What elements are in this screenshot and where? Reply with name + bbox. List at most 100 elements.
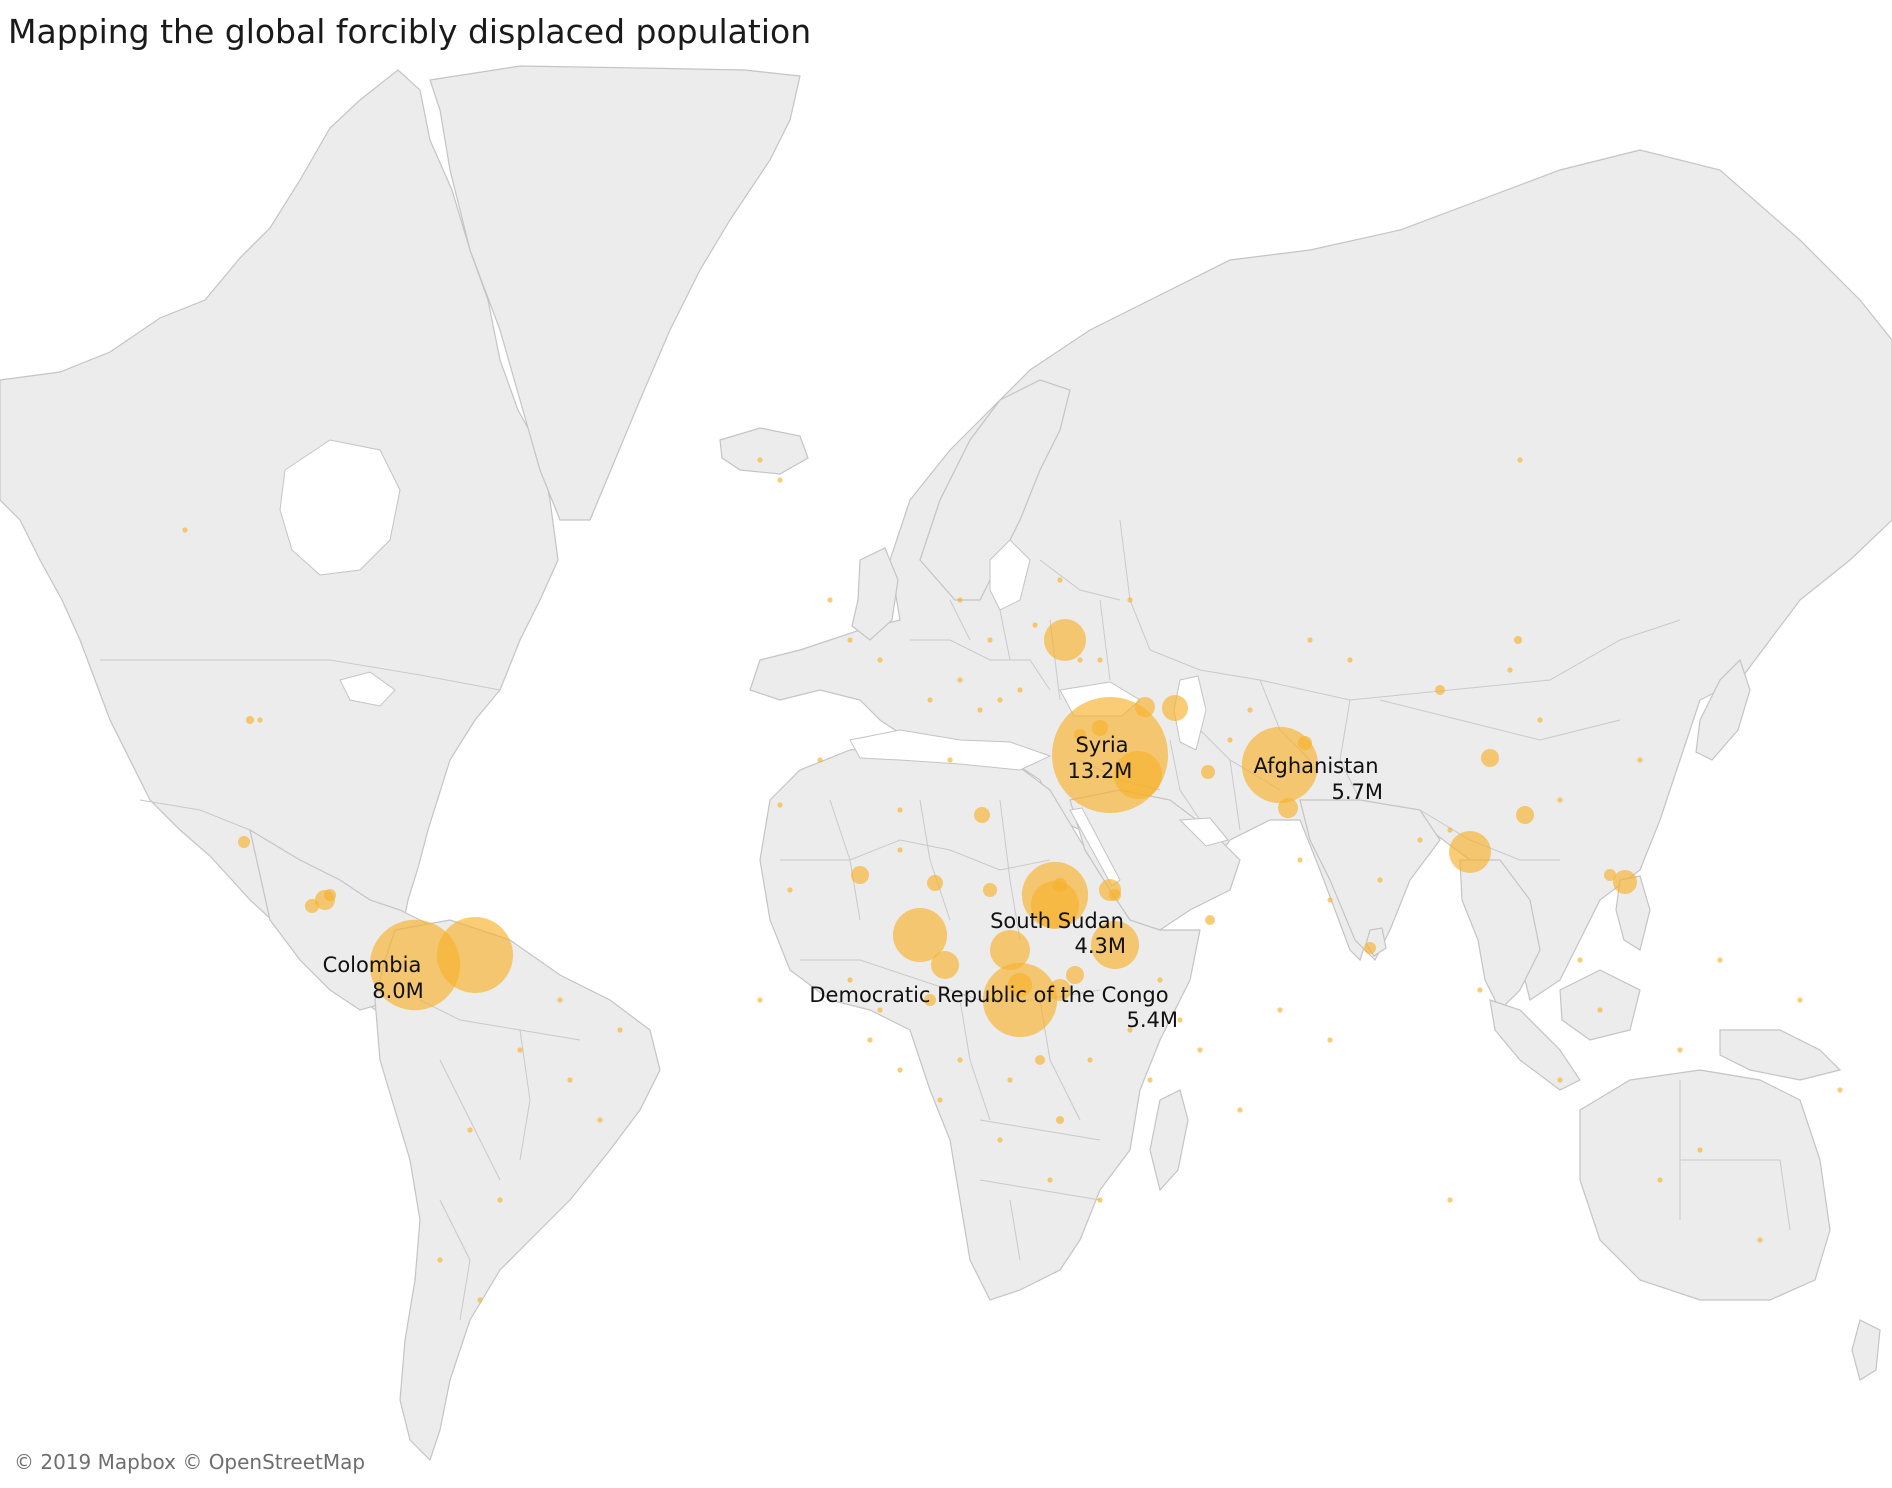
country-dot[interactable] [1147,1077,1153,1083]
country-dot[interactable] [1517,457,1523,463]
country-bubble[interactable] [927,875,943,891]
country-dot[interactable] [1057,577,1063,583]
country-dot[interactable] [1277,1007,1283,1013]
country-dot[interactable] [1032,622,1038,628]
country-bubble[interactable] [983,883,997,897]
country-bubble[interactable] [1044,619,1086,661]
country-dot[interactable] [1247,707,1253,713]
country-bubble[interactable] [990,930,1030,970]
country-dot[interactable] [1447,827,1453,833]
country-bubble[interactable] [1435,685,1445,695]
country-dot[interactable] [947,757,953,763]
country-bubble[interactable] [893,908,947,962]
country-dot[interactable] [957,1057,963,1063]
country-dot[interactable] [1297,857,1303,863]
country-dot[interactable] [897,807,903,813]
country-dot[interactable] [1837,1087,1843,1093]
bubble-syria[interactable] [1052,697,1168,813]
country-dot[interactable] [1757,1237,1763,1243]
country-dot[interactable] [1077,657,1083,663]
country-dot[interactable] [1697,1147,1703,1153]
country-bubble[interactable] [1109,889,1121,901]
country-bubble[interactable] [1613,870,1637,894]
country-dot[interactable] [777,802,783,808]
country-bubble[interactable] [1201,765,1215,779]
country-dot[interactable] [1197,1047,1203,1053]
country-dot[interactable] [977,707,983,713]
bubble-afghanistan[interactable] [1241,726,1319,804]
country-dot[interactable] [1477,987,1483,993]
country-bubble[interactable] [1516,806,1534,824]
country-dot[interactable] [897,847,903,853]
country-bubble[interactable] [1514,636,1522,644]
country-bubble[interactable] [324,889,336,901]
country-dot[interactable] [1417,837,1423,843]
country-bubble[interactable] [1162,695,1188,721]
country-dot[interactable] [997,1137,1003,1143]
country-dot[interactable] [1017,687,1023,693]
country-dot[interactable] [1127,1027,1133,1033]
country-bubble[interactable] [305,899,319,913]
country-dot[interactable] [597,1117,603,1123]
country-dot[interactable] [1127,597,1133,603]
country-dot[interactable] [1377,877,1383,883]
country-dot[interactable] [1087,1057,1093,1063]
country-dot[interactable] [877,657,883,663]
country-bubble[interactable] [924,994,936,1006]
country-dot[interactable] [1557,797,1563,803]
country-dot[interactable] [517,1047,523,1053]
country-dot[interactable] [1227,737,1233,743]
country-dot[interactable] [927,697,933,703]
country-dot[interactable] [1237,1107,1243,1113]
country-dot[interactable] [182,527,188,533]
country-dot[interactable] [847,977,853,983]
country-bubble[interactable] [238,836,250,848]
country-dot[interactable] [757,997,763,1003]
country-bubble[interactable] [931,951,959,979]
country-bubble[interactable] [246,716,254,724]
country-dot[interactable] [1637,757,1643,763]
country-dot[interactable] [1677,1047,1683,1053]
country-dot[interactable] [437,1257,443,1263]
country-dot[interactable] [477,1297,483,1303]
country-bubble[interactable] [1278,798,1298,818]
country-dot[interactable] [1507,667,1513,673]
country-dot[interactable] [1047,1177,1053,1183]
country-dot[interactable] [847,637,853,643]
country-bubble[interactable] [1035,1055,1045,1065]
country-dot[interactable] [467,1127,473,1133]
bubble-colombia[interactable] [369,919,461,1011]
country-bubble[interactable] [1604,869,1616,881]
country-bubble[interactable] [1091,921,1139,969]
country-dot[interactable] [567,1077,573,1083]
country-dot[interactable] [937,1097,943,1103]
country-dot[interactable] [1447,1197,1453,1203]
country-dot[interactable] [817,757,823,763]
country-dot[interactable] [617,1027,623,1033]
country-dot[interactable] [827,597,833,603]
country-dot[interactable] [1307,637,1313,643]
country-dot[interactable] [1657,1177,1663,1183]
country-dot[interactable] [1717,957,1723,963]
country-dot[interactable] [1557,1077,1563,1083]
country-bubble[interactable] [1449,831,1491,873]
country-bubble[interactable] [1481,749,1499,767]
country-dot[interactable] [1097,657,1103,663]
country-dot[interactable] [1347,657,1353,663]
country-dot[interactable] [877,1007,883,1013]
country-dot[interactable] [997,697,1003,703]
country-dot[interactable] [787,887,793,893]
country-dot[interactable] [897,1067,903,1073]
country-dot[interactable] [1327,897,1333,903]
country-bubble[interactable] [1056,1116,1064,1124]
country-dot[interactable] [1537,717,1543,723]
country-dot[interactable] [1177,1017,1183,1023]
country-dot[interactable] [1097,1197,1103,1203]
country-bubble[interactable] [851,866,869,884]
country-dot[interactable] [557,997,563,1003]
country-dot[interactable] [957,677,963,683]
country-dot[interactable] [1007,1077,1013,1083]
country-bubble[interactable] [974,807,990,823]
bubble-democratic-republic-of-the-congo[interactable] [982,962,1058,1038]
country-dot[interactable] [1327,1037,1333,1043]
